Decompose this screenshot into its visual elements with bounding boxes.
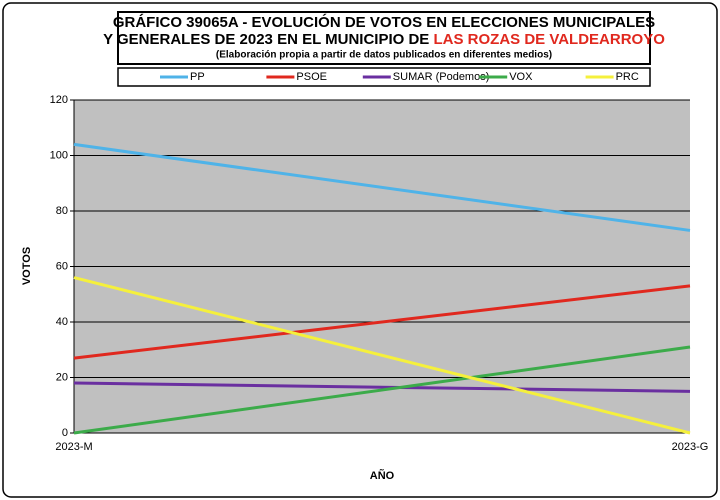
legend-label: VOX <box>509 71 533 83</box>
series-line <box>73 276 691 435</box>
x-tick-label: 2023-M <box>55 441 92 453</box>
title-highlight: LAS ROZAS DE VALDEARROYO <box>433 31 665 48</box>
legend-label: PRC <box>616 71 639 83</box>
y-axis-label: VOTOS <box>21 247 33 285</box>
y-tick-label: 120 <box>50 94 68 106</box>
y-tick-label: 40 <box>56 316 68 328</box>
legend-label: PP <box>190 71 205 83</box>
y-tick-label: 100 <box>50 149 68 161</box>
series-line <box>73 381 691 393</box>
y-tick-label: 80 <box>56 205 68 217</box>
series-line <box>73 142 691 232</box>
x-axis-label: AÑO <box>370 469 395 482</box>
y-tick-label: 60 <box>56 260 68 272</box>
title-box <box>117 11 651 65</box>
legend-label: PSOE <box>296 71 327 83</box>
chart-title: GRÁFICO 39065A - EVOLUCIÓN DE VOTOS EN E… <box>113 13 655 31</box>
chart-title-line2: Y GENERALES DE 2023 EN EL MUNICIPIO DE L… <box>103 31 665 48</box>
y-tick-label: 20 <box>56 371 68 383</box>
title-line2: Y GENERALES DE 2023 EN EL MUNICIPIO DE <box>103 31 429 48</box>
legend-label: SUMAR (Podemos) <box>393 71 490 83</box>
series-line <box>73 284 691 360</box>
series-line <box>73 345 691 435</box>
x-tick-label: 2023-G <box>672 441 709 453</box>
y-tick-label: 0 <box>62 427 68 439</box>
subtitle: (Elaboración propia a partir de datos pu… <box>216 50 552 61</box>
